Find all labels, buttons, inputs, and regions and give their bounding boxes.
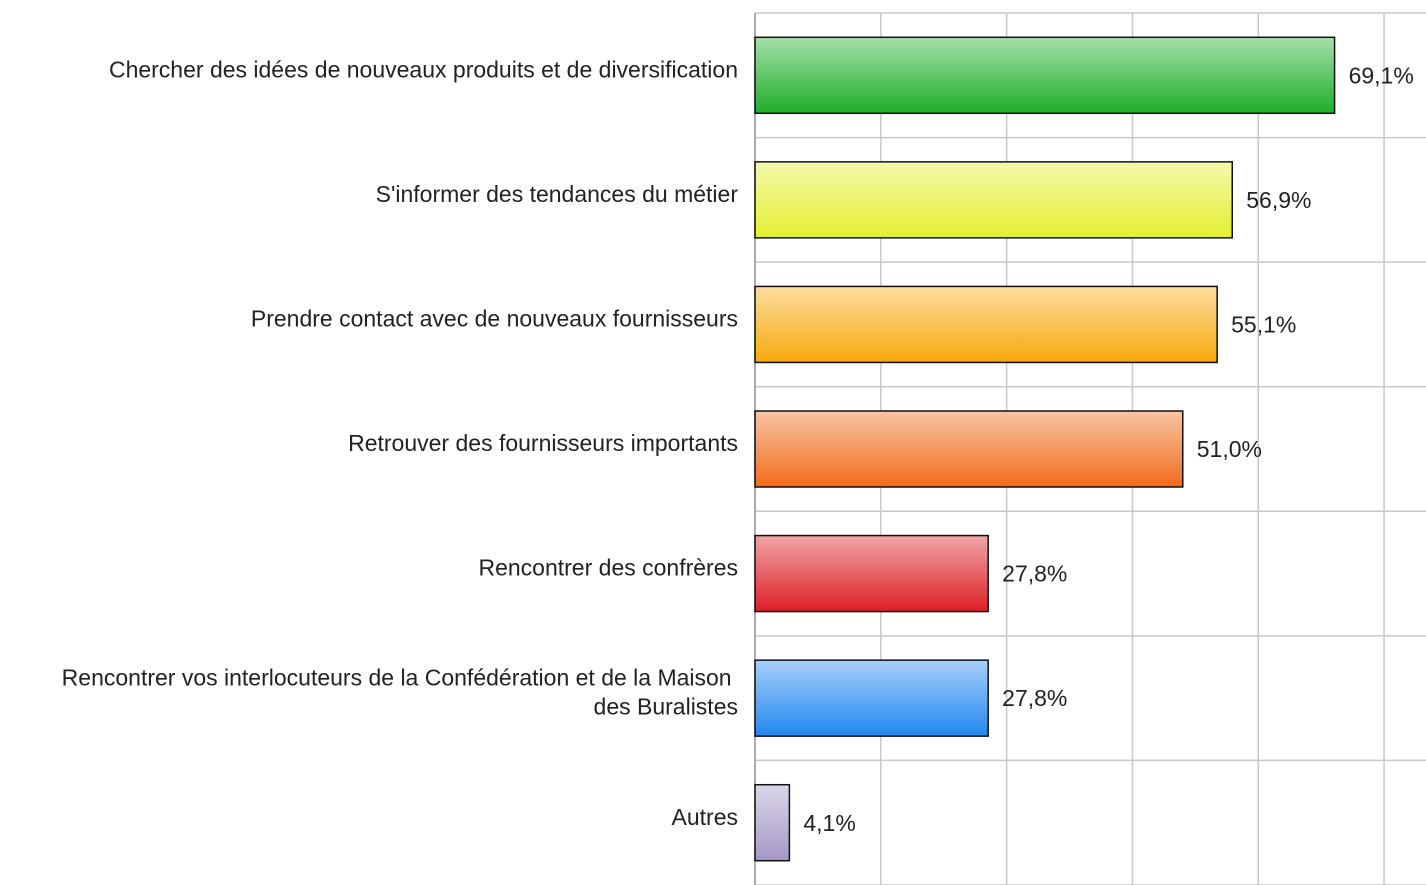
- bar: [754, 659, 989, 737]
- category-label: Rencontrer vos interlocuteurs de la Conf…: [62, 665, 738, 720]
- bar: [754, 783, 791, 862]
- bar: [754, 36, 1336, 115]
- category-label: Prendre contact avec de nouveaux fournis…: [251, 306, 738, 332]
- bar: [754, 285, 1218, 364]
- bar: [754, 410, 1184, 488]
- value-label: 4,1%: [803, 810, 855, 836]
- category-label: Autres: [672, 804, 738, 830]
- bar: [754, 161, 1233, 239]
- category-label: Retrouver des fournisseurs importants: [348, 430, 738, 456]
- value-label: 51,0%: [1197, 436, 1262, 462]
- value-label: 27,8%: [1002, 685, 1067, 711]
- category-label: Chercher des idées de nouveaux produits …: [109, 56, 738, 82]
- value-label: 69,1%: [1349, 62, 1414, 88]
- category-label: S'informer des tendances du métier: [376, 181, 739, 207]
- bar: [754, 534, 989, 613]
- value-label: 56,9%: [1246, 187, 1311, 213]
- value-label: 27,8%: [1002, 561, 1067, 587]
- category-label: Rencontrer des confrères: [478, 555, 738, 581]
- value-label: 55,1%: [1231, 312, 1296, 338]
